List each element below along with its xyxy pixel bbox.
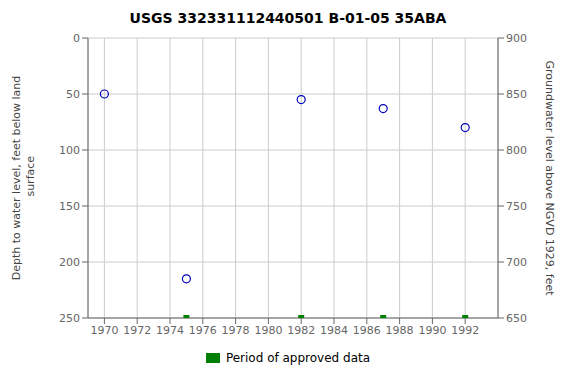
html-text:Period of approved data: Period of approved data — [225, 351, 371, 365]
svg-text:650: 650 — [506, 312, 527, 325]
svg-text:1978: 1978 — [222, 324, 250, 337]
svg-text:1970: 1970 — [90, 324, 118, 337]
svg-text:100: 100 — [59, 144, 80, 157]
svg-text:1976: 1976 — [189, 324, 217, 337]
html-text:USGS 332331112440501 B-01-05 3: USGS 332331112440501 B-01-05 35ABA — [129, 10, 447, 26]
svg-text:1982: 1982 — [287, 324, 315, 337]
svg-text:1984: 1984 — [320, 324, 348, 337]
svg-text:150: 150 — [59, 200, 80, 213]
svg-text:1986: 1986 — [353, 324, 381, 337]
svg-text:700: 700 — [506, 256, 527, 269]
svg-text:1972: 1972 — [123, 324, 151, 337]
svg-text:900: 900 — [506, 32, 527, 45]
svg-text:1988: 1988 — [386, 324, 414, 337]
svg-text:50: 50 — [66, 88, 80, 101]
svg-text:0: 0 — [73, 32, 80, 45]
svg-text:800: 800 — [506, 144, 527, 157]
svg-text:1990: 1990 — [418, 324, 446, 337]
svg-text:750: 750 — [506, 200, 527, 213]
svg-text:Groundwater level above NGVD 1: Groundwater level above NGVD 1929, feet — [543, 60, 556, 296]
svg-text:1992: 1992 — [451, 324, 479, 337]
svg-text:850: 850 — [506, 88, 527, 101]
svg-text:1980: 1980 — [254, 324, 282, 337]
svg-text:Depth to water level, feet bel: Depth to water level, feet below land su… — [10, 76, 37, 281]
svg-text:1974: 1974 — [156, 324, 184, 337]
svg-text:200: 200 — [59, 256, 80, 269]
svg-text:250: 250 — [59, 312, 80, 325]
